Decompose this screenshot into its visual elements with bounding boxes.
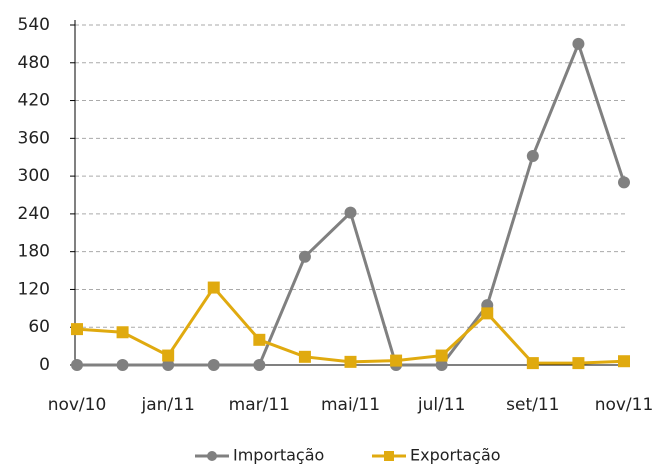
point (344, 206, 357, 219)
y-tick-label: 180 (18, 242, 50, 262)
point (390, 354, 403, 367)
y-tick-label: 0 (39, 355, 50, 375)
point (572, 357, 585, 370)
series-line (76, 285, 625, 365)
point (116, 359, 129, 371)
legend-marker (207, 451, 217, 461)
point (253, 359, 266, 371)
x-tick-label: jul/11 (417, 395, 466, 415)
y-tick-label: 300 (18, 166, 50, 186)
point (162, 359, 175, 371)
y-tick-label: 120 (18, 279, 50, 299)
x-tick-label: nov/11 (595, 395, 654, 415)
point (162, 349, 175, 362)
point (618, 355, 630, 368)
x-tick-label: jan/11 (141, 395, 195, 415)
point (435, 349, 448, 362)
point (253, 333, 266, 346)
point (526, 357, 539, 370)
x-tick-label: nov/10 (48, 395, 107, 415)
point (71, 359, 83, 371)
point (435, 359, 448, 371)
point (298, 250, 311, 263)
legend-label: Importação (233, 446, 324, 465)
point (298, 350, 311, 363)
y-tick-label: 360 (18, 128, 50, 148)
x-tick-label: mar/11 (229, 395, 290, 415)
point (572, 37, 585, 50)
point (481, 307, 494, 320)
x-tick-label: set/11 (506, 395, 559, 415)
y-tick-label: 420 (18, 91, 50, 111)
point (116, 326, 129, 339)
point (526, 149, 539, 162)
y-tick-label: 480 (18, 53, 50, 73)
legend-label: Exportação (410, 446, 501, 465)
legend-marker (384, 451, 394, 461)
point (344, 355, 357, 368)
point (618, 176, 630, 189)
y-tick-label: 240 (18, 204, 50, 224)
point (207, 281, 220, 294)
x-tick-label: mai/11 (321, 395, 380, 415)
point (71, 323, 83, 336)
point (207, 359, 220, 371)
series-line (77, 39, 626, 367)
y-tick-label: 540 (18, 15, 50, 35)
y-tick-label: 60 (28, 317, 50, 337)
